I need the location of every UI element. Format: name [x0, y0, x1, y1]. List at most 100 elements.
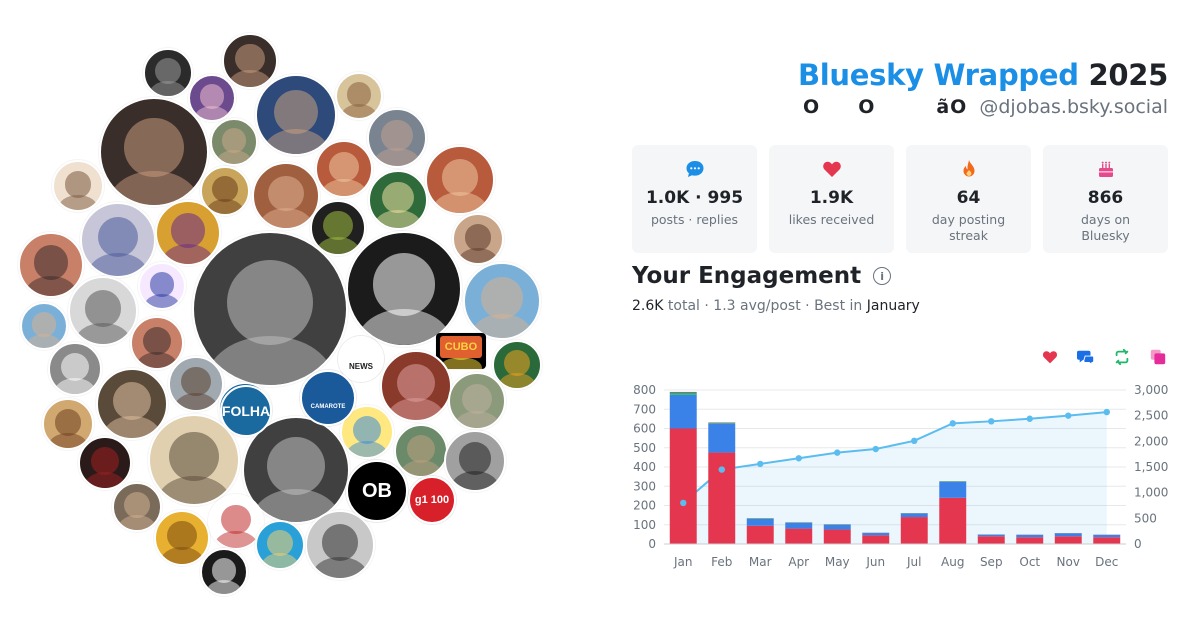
cumulative-line: [682, 411, 1107, 504]
bar-segment: [1093, 537, 1121, 544]
avatar[interactable]: [78, 436, 132, 490]
avatar[interactable]: [18, 232, 84, 298]
bar-segment: [1016, 534, 1044, 538]
avatar-face: [155, 58, 181, 85]
page-title: Bluesky Wrapped 2025: [798, 58, 1168, 92]
avatar-face: [91, 447, 119, 475]
avatar[interactable]: [68, 276, 138, 346]
avatar[interactable]: [42, 398, 94, 450]
avatar-body: [24, 276, 78, 296]
avatar-body: [454, 410, 500, 428]
avatar-cloud: FOLHA OB g1 100 CUBO NEWS CAMAROTE: [18, 33, 542, 596]
avatar[interactable]: [80, 202, 156, 278]
avatar[interactable]: [154, 510, 210, 566]
avatar-face: [353, 416, 381, 444]
avatar[interactable]: [52, 160, 104, 212]
avatar-face: [346, 81, 372, 107]
y-tick-label-left: 200: [633, 499, 656, 513]
avatar-body: [440, 357, 482, 369]
avatar-body: [450, 471, 500, 490]
avatar[interactable]: [188, 74, 236, 122]
avatar[interactable]: [425, 145, 495, 215]
repost-icon[interactable]: [1112, 347, 1132, 367]
engagement-best-label: Best in: [814, 298, 863, 314]
stat-card-days: 866 days on Bluesky: [1043, 145, 1168, 253]
avatar[interactable]: [394, 424, 448, 478]
avatar[interactable]: [155, 200, 221, 266]
avatar-face: [221, 505, 251, 535]
avatar[interactable]: [148, 414, 240, 506]
cumulative-point: [988, 418, 995, 425]
info-icon[interactable]: i: [873, 267, 892, 285]
avatar-body: [373, 148, 421, 166]
user-handle[interactable]: @djobas.bsky.social: [979, 96, 1168, 118]
avatar[interactable]: [315, 140, 373, 198]
avatar-g1[interactable]: g1 100: [408, 476, 456, 524]
avatar[interactable]: [200, 548, 248, 596]
avatar-badge-text: FOLHA: [221, 403, 271, 419]
avatar[interactable]: [242, 416, 350, 524]
quote-icon[interactable]: [1148, 347, 1168, 367]
avatar-body: [205, 199, 245, 214]
bar-segment: [1016, 537, 1044, 544]
avatar[interactable]: [130, 316, 184, 370]
avatar-ob[interactable]: OB: [346, 460, 408, 522]
y-tick-label-left: 500: [633, 441, 656, 455]
avatar[interactable]: [48, 342, 102, 396]
y-tick-label-right: 3,000: [1134, 383, 1168, 397]
separator: ·: [704, 298, 709, 314]
heart-icon[interactable]: [1040, 347, 1060, 367]
avatar-face: [33, 245, 69, 280]
avatar-face: [167, 521, 197, 551]
avatar[interactable]: [452, 213, 504, 265]
avatar[interactable]: [492, 340, 542, 390]
avatar[interactable]: [335, 72, 383, 120]
avatar-body: [143, 293, 181, 308]
avatar-face: [199, 83, 225, 109]
avatar[interactable]: [305, 510, 375, 580]
avatar-folha[interactable]: FOLHA: [220, 385, 272, 437]
avatar[interactable]: [222, 33, 278, 89]
avatar-body: [214, 531, 258, 548]
avatar-face: [464, 223, 492, 251]
avatar[interactable]: [380, 350, 452, 422]
avatar[interactable]: [112, 482, 162, 532]
avatar[interactable]: [340, 405, 394, 459]
avatar-face: [323, 211, 353, 241]
avatar[interactable]: [444, 430, 506, 492]
bar-segment: [669, 392, 697, 395]
avatar[interactable]: [346, 231, 462, 347]
avatar[interactable]: [463, 262, 541, 340]
avatar[interactable]: [210, 118, 258, 166]
avatar-face: [321, 523, 359, 561]
avatar-cubo[interactable]: CUBO: [440, 336, 482, 358]
reply-icon[interactable]: [1076, 347, 1096, 367]
avatar-body: [174, 393, 218, 410]
avatar-news[interactable]: NEWS: [338, 336, 384, 382]
avatar-camarote[interactable]: CAMAROTE: [300, 370, 356, 426]
bar-segment: [746, 525, 774, 544]
avatar[interactable]: [255, 520, 305, 570]
avatar[interactable]: [448, 372, 506, 430]
x-tick-label: Jan: [673, 555, 693, 569]
avatar[interactable]: [310, 200, 366, 256]
avatar[interactable]: [368, 170, 428, 230]
avatar[interactable]: [20, 302, 68, 350]
avatar[interactable]: [367, 108, 427, 168]
cake-icon: [1043, 158, 1168, 180]
avatar-face: [235, 44, 265, 74]
avatar[interactable]: [208, 494, 264, 550]
stat-value: 866: [1087, 188, 1124, 208]
bar-segment: [862, 533, 890, 536]
avatar[interactable]: [255, 74, 337, 156]
avatar[interactable]: [99, 97, 209, 207]
bar-segment: [939, 497, 967, 544]
engagement-summary: 2.6K total · 1.3 avg/post · Best in Janu…: [632, 298, 920, 314]
avatar[interactable]: [138, 262, 186, 310]
avatar[interactable]: [96, 368, 168, 440]
avatar[interactable]: [143, 48, 193, 98]
avatar[interactable]: [192, 231, 348, 387]
avatar[interactable]: [252, 162, 320, 230]
avatar[interactable]: [168, 356, 224, 412]
avatar-face: [212, 176, 238, 203]
